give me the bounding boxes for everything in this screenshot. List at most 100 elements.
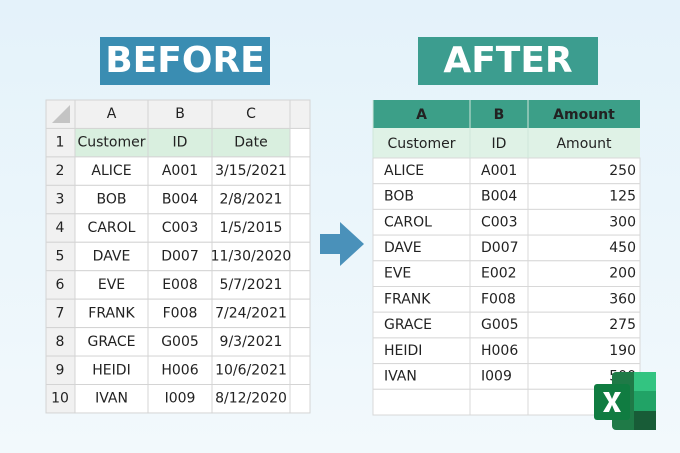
cell [147, 384, 213, 414]
header-row [373, 100, 640, 128]
cell-text: G005 [481, 317, 519, 333]
after-badge [418, 37, 598, 85]
cell-text: 8/12/2020 [215, 391, 287, 407]
cell-text: BOB [97, 192, 127, 208]
cell-text: CAROL [88, 220, 136, 236]
cell [527, 260, 641, 287]
cell [372, 363, 471, 390]
row-number: 6 [56, 277, 65, 293]
column-header: B [175, 106, 185, 122]
cell [45, 270, 76, 300]
cell [147, 127, 213, 158]
cell [527, 208, 641, 236]
cell [74, 327, 149, 357]
cell [74, 355, 149, 385]
cell-text: GRACE [88, 334, 136, 350]
cell [74, 156, 149, 186]
cell [211, 99, 291, 129]
cell [45, 298, 76, 329]
amount: 360 [609, 291, 636, 307]
cell-text: I009 [165, 391, 196, 407]
row-number: 2 [56, 163, 65, 179]
cell [289, 327, 311, 357]
cell [45, 384, 76, 414]
cell [289, 99, 311, 129]
cell-text: DAVE [384, 240, 422, 256]
cell [527, 234, 641, 262]
cell [211, 156, 291, 186]
cell [527, 286, 641, 313]
cell-text: FRANK [88, 305, 135, 321]
cell [289, 384, 311, 414]
cell [289, 213, 311, 243]
amount: 275 [609, 317, 636, 333]
row-number: 9 [56, 362, 65, 378]
cell [289, 298, 311, 329]
cell [469, 388, 529, 416]
amount: 300 [609, 214, 636, 230]
column-header: A [107, 106, 117, 122]
row-number: 7 [56, 305, 65, 321]
cell [211, 327, 291, 357]
cell [45, 99, 76, 129]
cell-text: E008 [162, 277, 198, 293]
cell [372, 311, 471, 339]
cell-text: IVAN [384, 368, 417, 384]
cell-text: C003 [162, 220, 199, 236]
cell [74, 99, 149, 129]
cell-text: EVE [98, 277, 125, 293]
corner-mark [52, 105, 70, 123]
cell-text: 5/7/2021 [220, 277, 283, 293]
cell-text: D007 [481, 240, 519, 256]
cell [289, 270, 311, 300]
cell-text: 9/3/2021 [220, 334, 283, 350]
cell [527, 337, 641, 365]
cell [289, 241, 311, 272]
cell [469, 337, 529, 365]
cell-text: B004 [162, 192, 198, 208]
column-header: B [494, 107, 505, 123]
cell-text: DAVE [93, 248, 131, 264]
cell-text: HEIDI [92, 362, 130, 378]
cell [372, 260, 471, 287]
cell [45, 127, 76, 158]
amount: 250 [609, 163, 636, 179]
arrow [320, 222, 364, 266]
cell-text: GRACE [384, 317, 432, 333]
cell-text: D007 [161, 248, 199, 264]
cell [211, 241, 291, 272]
cell-text: EVE [384, 266, 411, 282]
cell [289, 156, 311, 186]
cell-text: HEIDI [384, 343, 422, 359]
cell-text: 2/8/2021 [220, 192, 283, 208]
cell-text: 3/15/2021 [215, 163, 287, 179]
cell [147, 184, 213, 215]
cell-text: F008 [163, 305, 198, 321]
column-header: A [416, 107, 427, 123]
header-cell: Date [234, 135, 267, 151]
after-title: AFTER [443, 40, 572, 81]
amount: 190 [609, 343, 636, 359]
cell [469, 260, 529, 287]
row-number: 1 [56, 135, 65, 151]
amount: 450 [609, 240, 636, 256]
cell-text: FRANK [384, 291, 431, 307]
cell-text: F008 [481, 291, 516, 307]
row-number: 4 [56, 220, 65, 236]
row-number: 5 [56, 248, 65, 264]
cell-text: CAROL [384, 214, 432, 230]
cell-text: 1/5/2015 [220, 220, 283, 236]
cell-text: 10/6/2021 [215, 362, 287, 378]
cell [527, 157, 641, 185]
cell-text: H006 [481, 343, 518, 359]
cell [74, 213, 149, 243]
cell [211, 355, 291, 385]
row-number: 8 [56, 334, 65, 350]
column-header: C [246, 106, 256, 122]
cell [147, 156, 213, 186]
cell [74, 127, 149, 158]
label-row [373, 128, 640, 158]
header-cell: Customer [77, 135, 145, 151]
header-cell: ID [492, 136, 507, 152]
